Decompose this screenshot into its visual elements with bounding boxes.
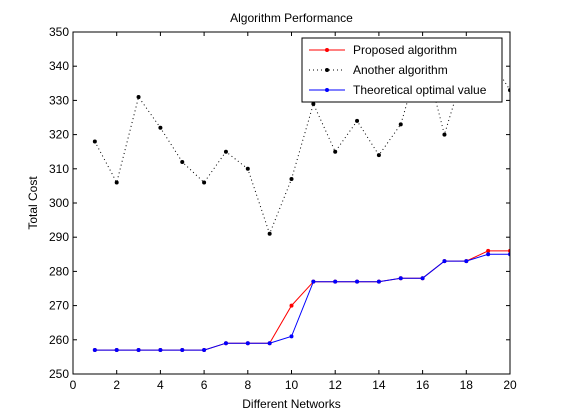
legend-label: Theoretical optimal value (353, 83, 487, 97)
data-point (398, 276, 403, 281)
x-tick-label: 0 (70, 378, 77, 392)
data-point (486, 252, 491, 257)
chart-title: Algorithm Performance (230, 11, 353, 25)
y-tick-label: 320 (49, 128, 69, 142)
y-tick-label: 340 (49, 59, 69, 73)
legend-item: Another algorithm (309, 63, 448, 77)
data-point (311, 279, 316, 284)
data-point (114, 180, 119, 185)
data-point (376, 153, 381, 158)
y-tick-label: 290 (49, 230, 69, 244)
legend-marker (325, 68, 329, 72)
data-point (158, 125, 163, 130)
data-point (245, 166, 250, 171)
data-point (289, 334, 294, 339)
x-tick-label: 16 (416, 378, 430, 392)
data-point (289, 303, 294, 308)
data-point (114, 348, 119, 353)
data-point (289, 177, 294, 182)
y-axis-label: Total Cost (26, 176, 40, 230)
data-point (420, 276, 425, 281)
legend-label: Another algorithm (353, 63, 448, 77)
y-tick-label: 350 (49, 25, 69, 39)
data-point (486, 248, 491, 253)
data-point (202, 180, 207, 185)
y-tick-label: 260 (49, 333, 69, 347)
data-point (245, 341, 250, 346)
x-tick-label: 6 (201, 378, 208, 392)
y-tick-label: 310 (49, 162, 69, 176)
x-axis-label: Different Networks (242, 397, 340, 411)
legend-marker (325, 48, 329, 52)
data-point (202, 348, 207, 353)
x-tick-label: 2 (113, 378, 120, 392)
data-point (223, 341, 228, 346)
data-point (267, 341, 272, 346)
data-point (267, 231, 272, 236)
data-point (333, 149, 338, 154)
data-point (180, 348, 185, 353)
data-point (136, 348, 141, 353)
x-tick-label: 18 (460, 378, 474, 392)
data-point (464, 259, 469, 264)
data-point (158, 348, 163, 353)
data-point (376, 279, 381, 284)
data-point (180, 159, 185, 164)
data-point (311, 101, 316, 106)
x-tick-label: 8 (244, 378, 251, 392)
legend-box (301, 37, 503, 103)
data-point (442, 132, 447, 137)
data-point (92, 139, 97, 144)
legend: Proposed algorithm Another algorithm Theor… (301, 37, 503, 103)
y-tick-label: 330 (49, 93, 69, 107)
y-tick-label: 280 (49, 264, 69, 278)
data-point (136, 94, 141, 99)
y-tick-label: 300 (49, 196, 69, 210)
legend-marker (325, 88, 329, 92)
legend-label: Proposed algorithm (353, 43, 457, 57)
data-point (442, 259, 447, 264)
data-point (92, 348, 97, 353)
data-point (223, 149, 228, 154)
x-tick-label: 10 (285, 378, 299, 392)
legend-item: Theoretical optimal value (309, 83, 487, 97)
x-tick-label: 12 (329, 378, 343, 392)
data-point (355, 118, 360, 123)
series-3 (92, 252, 510, 353)
series-line (94, 253, 510, 351)
y-tick-label: 250 (49, 367, 69, 381)
y-tick-label: 270 (49, 299, 69, 313)
x-tick-label: 4 (157, 378, 164, 392)
data-point (398, 122, 403, 127)
legend-item: Proposed algorithm (309, 43, 457, 57)
data-point (355, 279, 360, 284)
data-point (333, 279, 338, 284)
x-tick-label: 14 (372, 378, 386, 392)
x-tick-label: 20 (503, 378, 517, 392)
